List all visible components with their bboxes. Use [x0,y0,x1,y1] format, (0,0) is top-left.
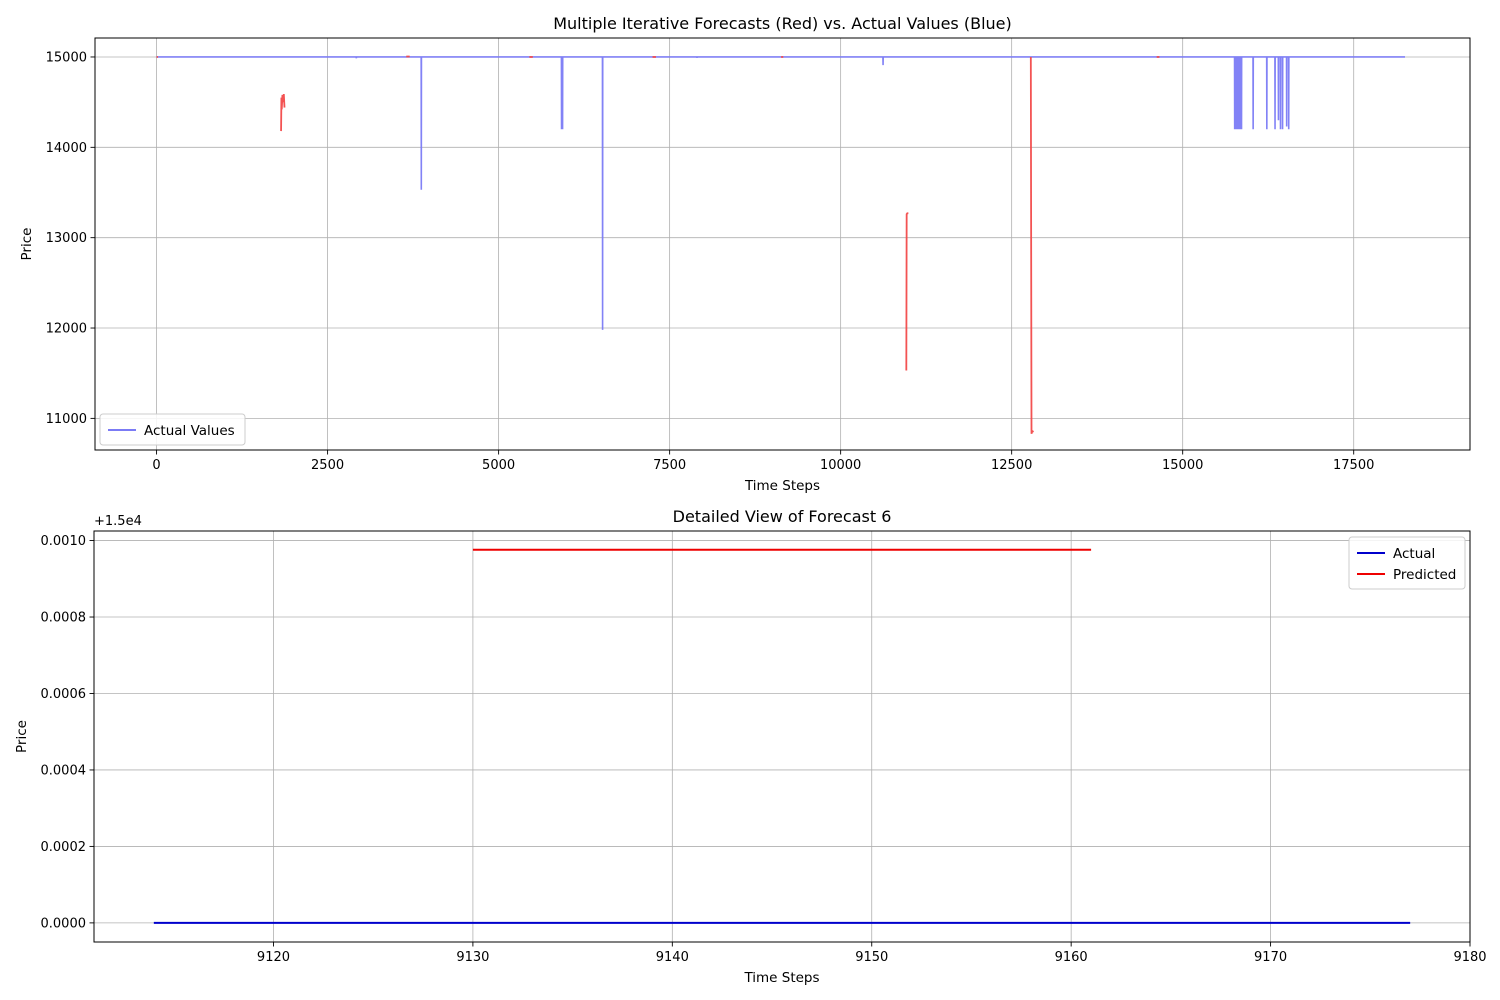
forecast-segment-2 [280,93,286,132]
x-tick-label: 9130 [456,950,489,965]
legend-label: Predicted [1393,567,1456,583]
chart-title: Detailed View of Forecast 6 [673,507,892,526]
x-tick-label: 2500 [311,458,344,473]
legend-box [99,413,246,446]
x-tick-label: 9180 [1453,950,1486,965]
y-tick-label: 0.0006 [41,687,87,702]
x-tick-label: 9160 [1055,950,1088,965]
y-offset-text: +1.5e4 [94,514,142,529]
x-tick-label: 12500 [991,458,1032,473]
x-tick-label: 9150 [855,950,888,965]
x-axis-label: Time Steps [744,478,820,494]
x-tick-label: 9140 [656,950,689,965]
x-tick-label: 5000 [482,458,515,473]
y-tick-label: 14000 [46,141,87,156]
plot-area [156,55,1406,434]
forecast-segment-7 [905,212,909,371]
x-tick-label: 9170 [1254,950,1287,965]
legend: Actual Predicted [1348,536,1466,590]
legend: Actual Values [99,413,246,446]
y-axis-label: Price [19,228,35,261]
y-tick-label: 0.0000 [41,916,87,931]
x-tick-label: 10000 [820,458,861,473]
legend-label: Actual Values [144,423,235,439]
x-tick-label: 9120 [257,950,290,965]
chart-title: Multiple Iterative Forecasts (Red) vs. A… [553,14,1012,33]
axes-frame [94,37,1471,451]
legend-label: Actual [1393,546,1435,562]
chart-2: 9120 9130 9140 9150 9160 9170 9180 0.0000 0.0002… [14,507,1487,986]
x-tick-label: 17500 [1333,458,1374,473]
axes-frame [93,530,1471,943]
x-axis-label: Time Steps [743,970,819,986]
x-tick-label: 7500 [653,458,686,473]
forecast-segment-8 [1029,56,1035,434]
y-axis-label: Price [14,720,30,753]
y-tick-label: 15000 [46,50,87,65]
chart-1: 0 2500 5000 7500 10000 12500 15000 17500 11000 12… [19,14,1471,494]
series-line-actual-values [156,56,1406,330]
y-tick-label: 0.0008 [41,611,87,626]
y-tick-label: 0.0010 [41,534,87,549]
y-tick-label: 0.0002 [41,840,87,855]
y-tick-label: 13000 [46,231,87,246]
x-tick-label: 15000 [1162,458,1203,473]
y-tick-label: 12000 [46,322,87,337]
x-tick-label: 0 [152,458,160,473]
y-tick-label: 11000 [46,412,87,427]
legend-box [1348,536,1466,590]
y-tick-label: 0.0004 [41,763,87,778]
plot-area [153,548,1411,924]
